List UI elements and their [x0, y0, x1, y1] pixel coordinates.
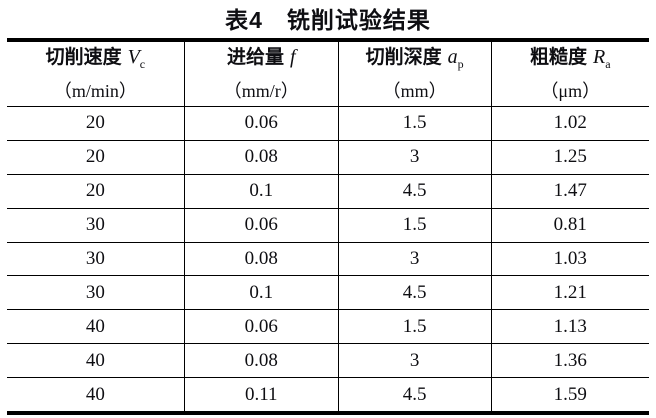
symbol-f: f	[289, 45, 296, 68]
table-cell: 0.11	[184, 377, 339, 414]
table-row: 30 0.06 1.5 0.81	[7, 208, 649, 243]
table-cell: 20	[7, 140, 185, 175]
table-cell: 1.5	[338, 309, 492, 345]
symbol-subscript: c	[139, 56, 146, 71]
table-cell: 1.02	[491, 106, 649, 141]
table-cell: 0.1	[184, 174, 339, 209]
table-cell: 0.08	[184, 343, 339, 379]
symbol-subscript: a	[605, 56, 611, 71]
table-cell: 3	[338, 242, 492, 277]
table-cell: 1.25	[491, 140, 649, 175]
table-cell: 30	[7, 208, 185, 243]
table-cell: 3	[338, 343, 492, 379]
table-row: 30 0.1 4.5 1.21	[7, 275, 649, 311]
table-cell: 4.5	[338, 377, 492, 414]
table-cell: 1.13	[491, 309, 649, 345]
table-row: 40 0.11 4.5 1.59	[7, 377, 649, 414]
table-row: 40 0.06 1.5 1.13	[7, 309, 649, 345]
table-cell: 1.36	[491, 343, 649, 379]
table-row: 20 0.1 4.5 1.47	[7, 174, 649, 209]
table-cell: 0.06	[184, 309, 339, 345]
table-cell: 20	[7, 174, 185, 209]
table-row: 40 0.08 3 1.36	[7, 343, 649, 379]
table-cell: 4.5	[338, 275, 492, 311]
table-caption-text: 表4 铣削试验结果	[225, 7, 431, 33]
table-cell: 1.21	[491, 275, 649, 311]
column-header-label: 切削速度 Vc	[45, 45, 146, 71]
table-row: 20 0.08 3 1.25	[7, 140, 649, 175]
table-cell: 1.59	[491, 377, 649, 414]
column-header-label: 粗糙度 Ra	[529, 45, 611, 71]
column-header-unit: （mm/r）	[223, 81, 299, 102]
table-cell: 1.5	[338, 106, 492, 141]
symbol-vc: V	[127, 45, 140, 68]
column-header-roughness: 粗糙度 Ra （μm）	[491, 40, 649, 107]
table-cell: 1.47	[491, 174, 649, 209]
table-cell: 40	[7, 377, 185, 414]
symbol-ra: R	[593, 45, 606, 68]
table-cell: 4.5	[338, 174, 492, 209]
table-cell: 1.5	[338, 208, 492, 243]
table-cell: 0.06	[184, 208, 339, 243]
results-table: 切削速度 Vc （m/min） 进给量 f （mm/r） 切削深度 ap （mm） 粗…	[7, 38, 649, 416]
table-cell: 30	[7, 275, 185, 311]
column-header-label: 切削深度 ap	[365, 45, 464, 71]
column-header-unit: （m/min）	[53, 81, 137, 102]
table-cell: 0.08	[184, 242, 339, 277]
table-row: 30 0.08 3 1.03	[7, 242, 649, 277]
table-cell: 0.08	[184, 140, 339, 175]
column-header-unit: （mm）	[382, 81, 447, 102]
table-cell: 20	[7, 106, 185, 141]
table-cell: 0.81	[491, 208, 649, 243]
table-body: 20 0.06 1.5 1.02 20 0.08 3 1.25 20 0.1 4.5 1.47 30 0.…	[7, 106, 649, 414]
table-header: 切削速度 Vc （m/min） 进给量 f （mm/r） 切削深度 ap （mm） 粗…	[7, 40, 649, 107]
table-row: 20 0.06 1.5 1.02	[7, 106, 649, 141]
column-header-cutting-speed: 切削速度 Vc （m/min）	[7, 40, 185, 107]
table-cell: 30	[7, 242, 185, 277]
table-caption: 表4 铣削试验结果	[0, 5, 656, 38]
table-cell: 1.03	[491, 242, 649, 277]
symbol-ap: a	[447, 45, 458, 68]
symbol-subscript: p	[457, 56, 464, 71]
table-cell: 40	[7, 343, 185, 379]
table-cell: 0.06	[184, 106, 339, 141]
column-header-feed: 进给量 f （mm/r）	[184, 40, 339, 107]
table-cell: 40	[7, 309, 185, 345]
header-row: 切削速度 Vc （m/min） 进给量 f （mm/r） 切削深度 ap （mm） 粗…	[7, 40, 649, 107]
column-header-label: 进给量 f	[226, 45, 296, 68]
table-cell: 0.1	[184, 275, 339, 311]
column-header-cutting-depth: 切削深度 ap （mm）	[338, 40, 492, 107]
table-cell: 3	[338, 140, 492, 175]
column-header-unit: （μm）	[540, 81, 601, 102]
